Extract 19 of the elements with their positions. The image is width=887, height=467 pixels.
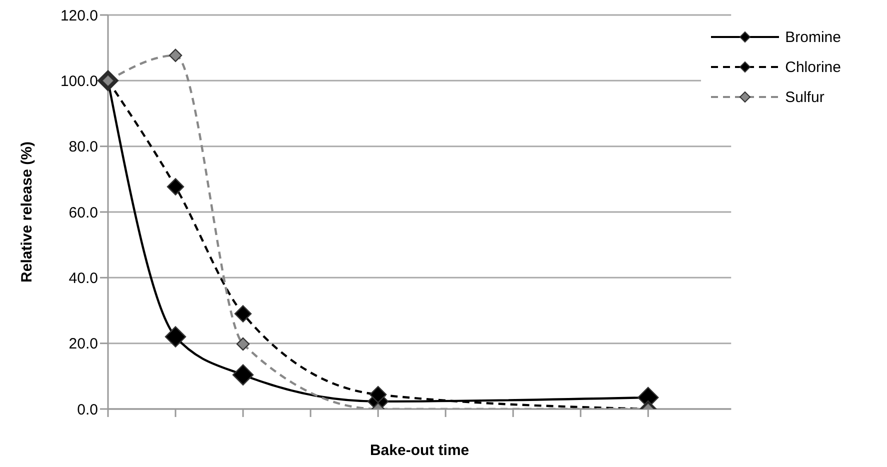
point: [168, 48, 182, 62]
x-axis-title: Bake-out time: [370, 442, 470, 459]
y-tick-label: 60.0: [68, 204, 98, 222]
y-tick-label: 0.0: [77, 401, 98, 418]
y-tick-label: 80.0: [68, 138, 98, 156]
legend-label: Sulfur: [785, 88, 824, 106]
point: [232, 364, 254, 386]
point: [164, 326, 186, 348]
y-tick-label: 20.0: [68, 336, 98, 353]
point: [166, 178, 184, 196]
y-tick-label: 40.0: [68, 270, 98, 287]
y-tick-label: 100.0: [60, 72, 98, 90]
point: [369, 386, 387, 404]
y-axis-title: Relative release (%): [18, 142, 36, 282]
legend-label: Chlorine: [785, 58, 841, 76]
legend-label: Bromine: [785, 28, 841, 46]
y-tick-label: 120.0: [60, 7, 98, 24]
point: [234, 305, 252, 322]
point: [236, 337, 250, 351]
